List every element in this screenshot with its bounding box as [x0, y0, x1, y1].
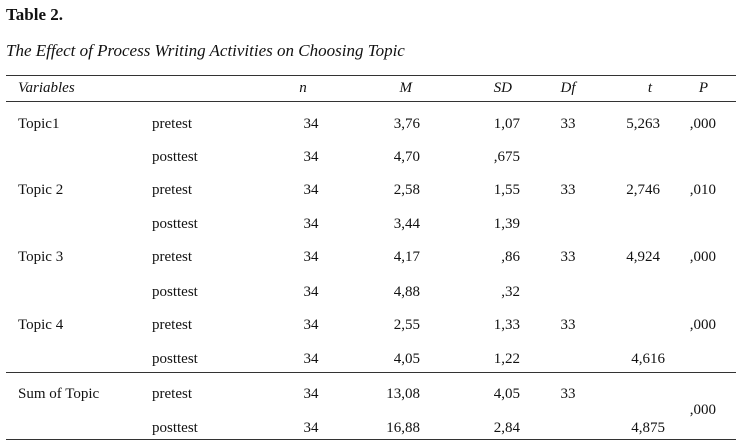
- variable-cell: Topic1: [18, 116, 60, 132]
- sd-cell: 1,07: [493, 116, 520, 132]
- test-cell: posttest: [152, 351, 198, 367]
- mean-cell: 4,70: [393, 149, 420, 165]
- sd-cell: 2,84: [493, 420, 520, 436]
- column-header: P: [698, 80, 708, 96]
- header-top-rule: [6, 75, 736, 76]
- n-cell: 34: [303, 420, 319, 436]
- sd-cell: ,32: [501, 284, 520, 300]
- table-caption: The Effect of Process Writing Activities…: [6, 41, 405, 60]
- variable-cell: Sum of Topic: [18, 386, 100, 402]
- mean-cell: 4,88: [393, 284, 420, 300]
- n-cell: 34: [303, 351, 319, 367]
- p-cell: ,000: [689, 317, 716, 333]
- test-cell: pretest: [152, 116, 192, 132]
- df-cell: 33: [560, 249, 576, 265]
- test-cell: posttest: [152, 420, 198, 436]
- sd-cell: 1,55: [493, 182, 520, 198]
- df-cell: 33: [560, 386, 576, 402]
- n-cell: 34: [303, 386, 319, 402]
- table-title: Table 2.: [6, 5, 64, 24]
- variable-cell: Topic 3: [18, 249, 64, 265]
- sd-cell: 1,22: [493, 351, 520, 367]
- n-cell: 34: [303, 116, 319, 132]
- mean-cell: 3,44: [393, 216, 420, 232]
- p-cell: ,000: [689, 402, 716, 418]
- header-bottom-rule: [6, 101, 736, 102]
- t-cell: 5,263: [626, 116, 660, 132]
- column-header: n: [299, 80, 307, 96]
- sd-cell: 4,05: [493, 386, 520, 402]
- df-cell: 33: [560, 317, 576, 333]
- column-header: t: [647, 80, 652, 96]
- p-cell: ,000: [689, 249, 716, 265]
- n-cell: 34: [303, 284, 319, 300]
- df-cell: 33: [560, 182, 576, 198]
- test-cell: posttest: [152, 216, 198, 232]
- variable-cell: Topic 2: [18, 182, 64, 198]
- t-cell: 2,746: [626, 182, 660, 198]
- df-cell: 33: [560, 116, 576, 132]
- n-cell: 34: [303, 317, 319, 333]
- mean-cell: 16,88: [386, 420, 420, 436]
- mean-cell: 2,55: [393, 317, 420, 333]
- t-cell: 4,875: [631, 420, 665, 436]
- section-rule: [6, 372, 736, 373]
- t-cell: 4,924: [626, 249, 660, 265]
- sd-cell: ,86: [501, 249, 520, 265]
- mean-cell: 4,05: [393, 351, 420, 367]
- sd-cell: 1,33: [493, 317, 520, 333]
- table-bottom-rule: [6, 439, 736, 440]
- mean-cell: 13,08: [386, 386, 420, 402]
- column-header: SD: [493, 80, 512, 96]
- p-cell: ,000: [689, 116, 716, 132]
- column-header: M: [399, 80, 413, 96]
- test-cell: posttest: [152, 284, 198, 300]
- column-header: Df: [560, 80, 576, 96]
- sd-cell: ,675: [493, 149, 520, 165]
- test-cell: pretest: [152, 317, 192, 333]
- n-cell: 34: [303, 249, 319, 265]
- mean-cell: 3,76: [393, 116, 420, 132]
- mean-cell: 2,58: [393, 182, 420, 198]
- n-cell: 34: [303, 182, 319, 198]
- variable-cell: Topic 4: [18, 317, 64, 333]
- column-header: Variables: [18, 80, 75, 96]
- p-cell: ,010: [689, 182, 716, 198]
- n-cell: 34: [303, 216, 319, 232]
- test-cell: pretest: [152, 386, 192, 402]
- mean-cell: 4,17: [393, 249, 420, 265]
- test-cell: pretest: [152, 182, 192, 198]
- t-cell: 4,616: [631, 351, 665, 367]
- test-cell: pretest: [152, 249, 192, 265]
- sd-cell: 1,39: [493, 216, 520, 232]
- n-cell: 34: [303, 149, 319, 165]
- test-cell: posttest: [152, 149, 198, 165]
